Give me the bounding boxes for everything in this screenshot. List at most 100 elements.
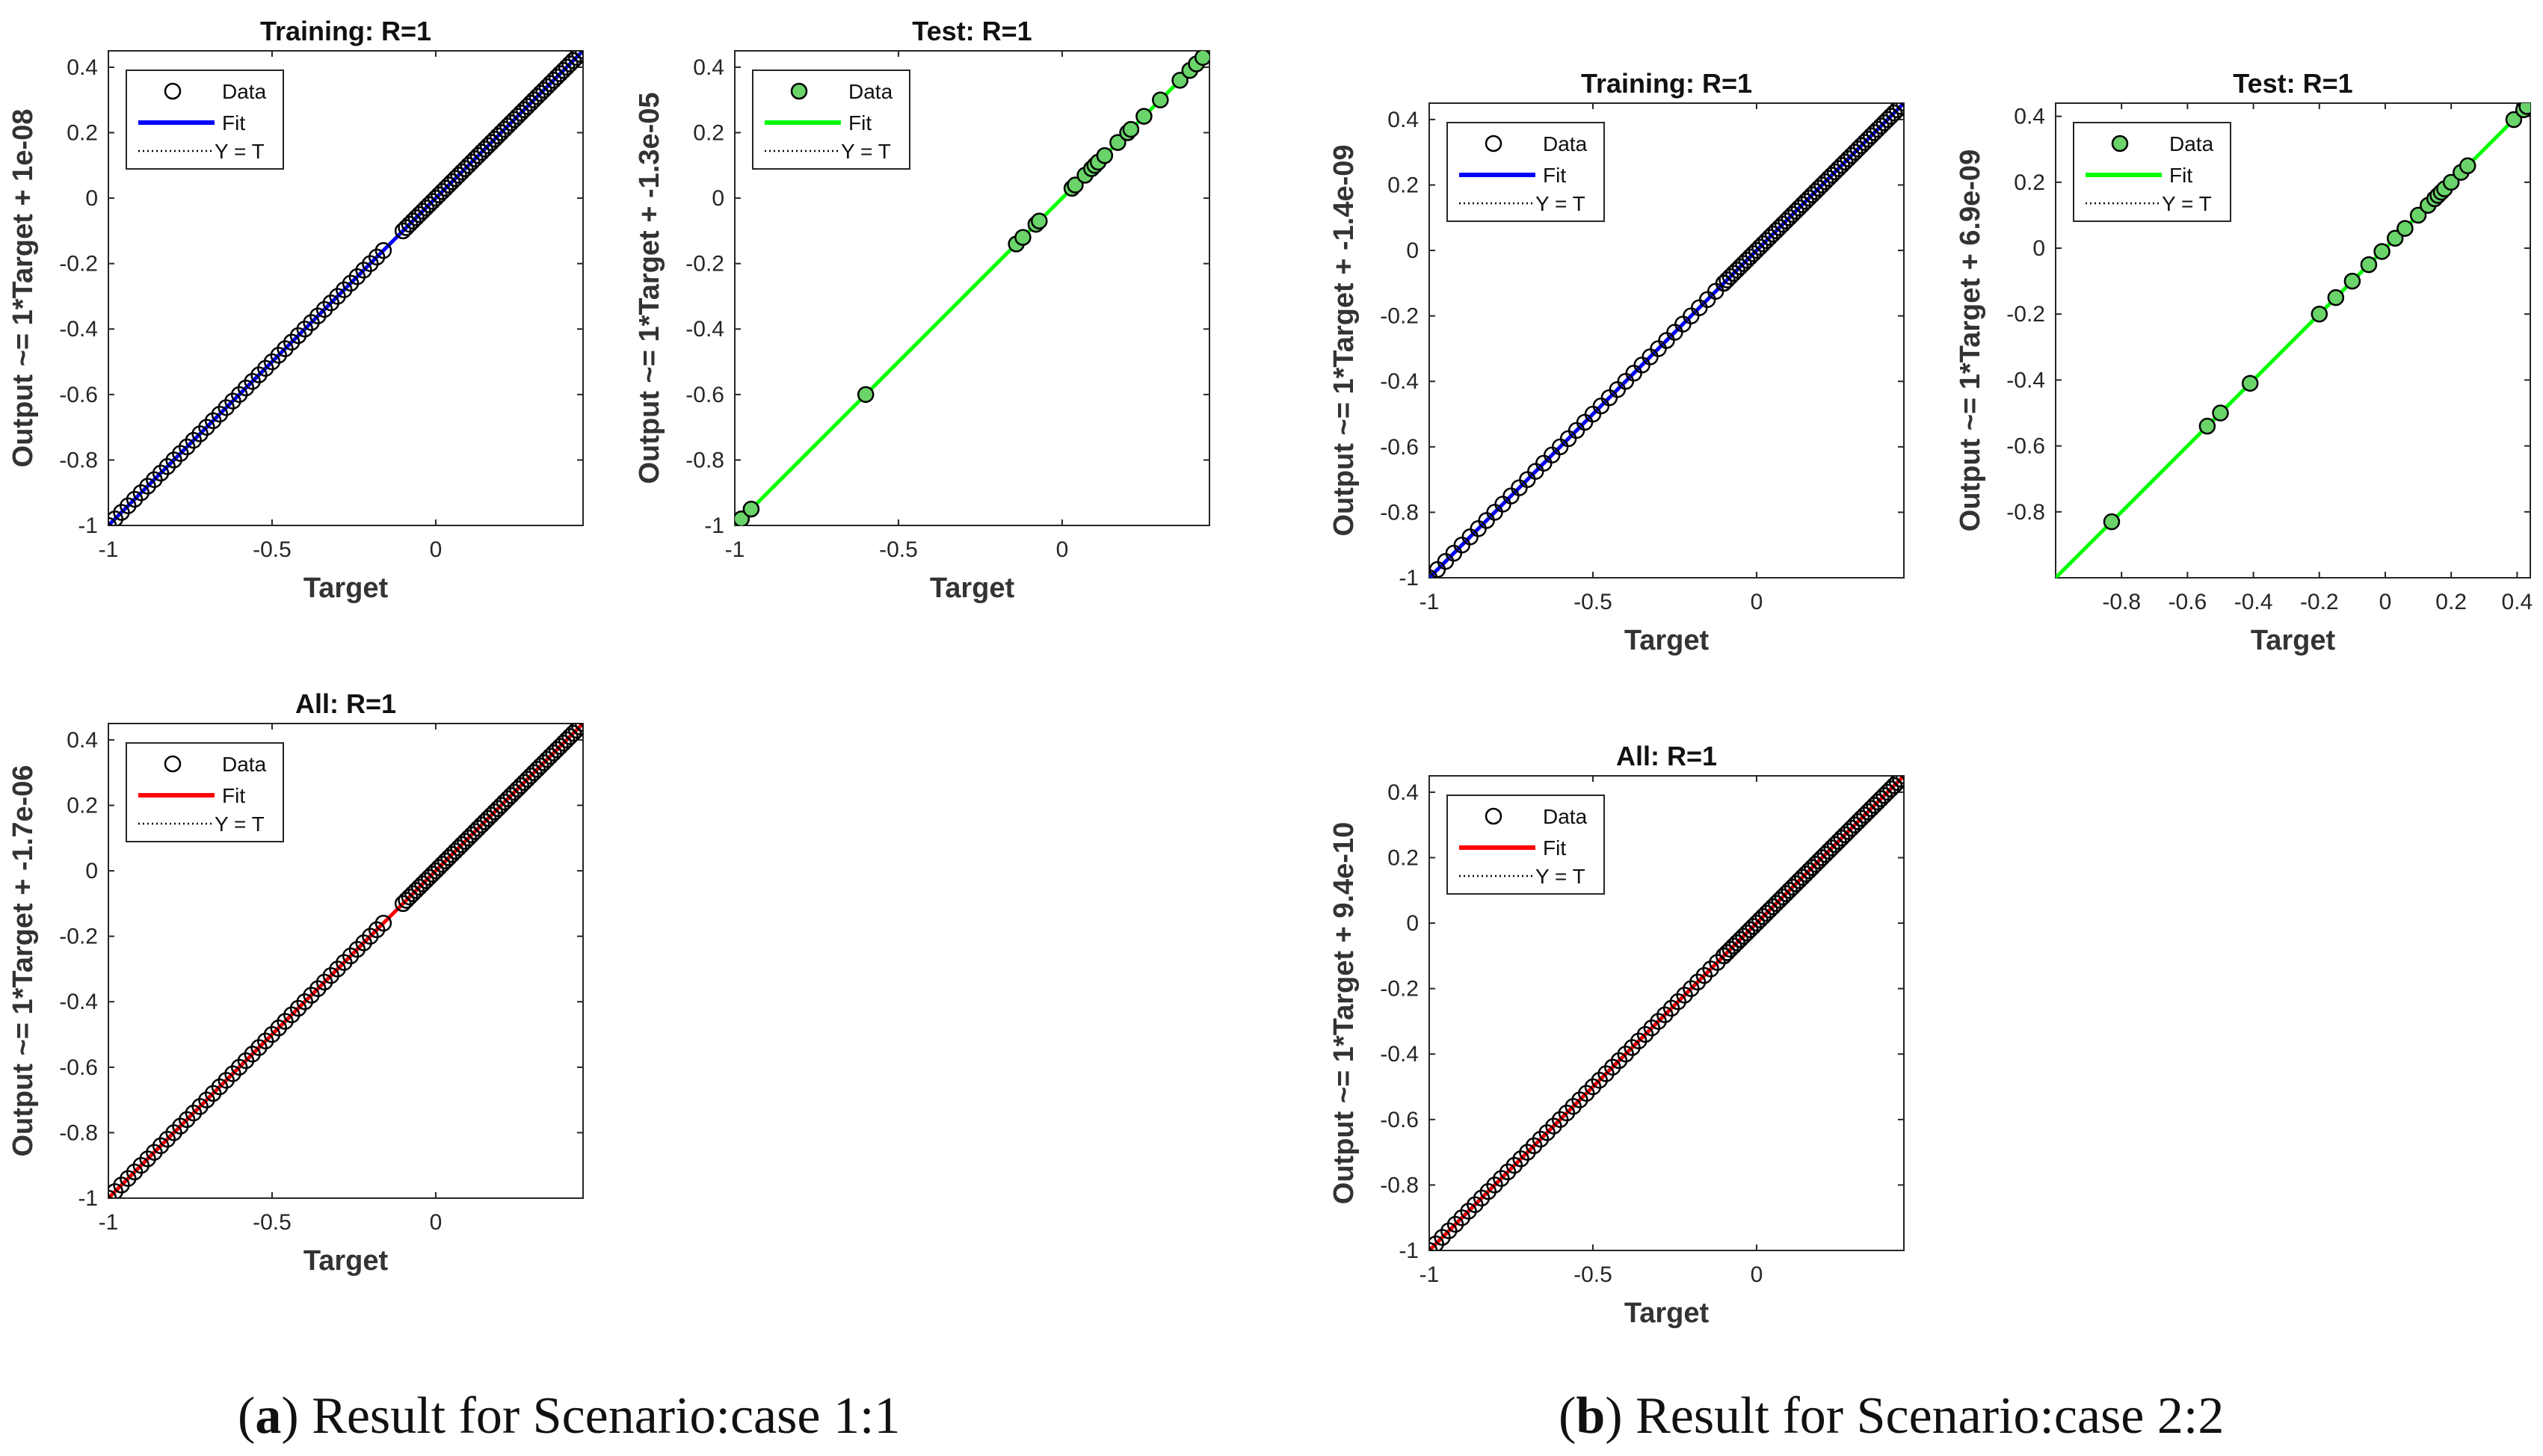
y-axis-label: Output ~= 1*Target + 9.4e-10 [1328, 822, 1360, 1204]
plot-area [1429, 103, 1904, 578]
y-tick-label: 0.4 [67, 728, 98, 753]
y-tick-label: -0.4 [59, 317, 98, 342]
data-point [1892, 103, 1904, 115]
y-tick-label: -0.8 [685, 448, 724, 472]
y-tick-label: -0.2 [59, 925, 98, 949]
legend: Data Fit Y = T [126, 70, 284, 170]
data-point [571, 51, 583, 63]
x-axis-label: Target [303, 573, 389, 604]
plot-area [2056, 103, 2530, 578]
chart-b-training: -1 -0.5 0 -1 -0.8 -0.6 -0.4 -0.2 0 0.2 0.4 Training… [1328, 68, 1905, 656]
legend-fit-label: Fit [2169, 164, 2192, 187]
x-tick-label: -0.6 [2169, 590, 2207, 614]
legend: Data Fit Y = T [1446, 122, 1605, 222]
x-tick-label: 0 [1751, 1262, 1763, 1287]
data-point [374, 914, 392, 932]
chart-title: Test: R=1 [912, 16, 1032, 46]
x-tick-label: -0.8 [2102, 590, 2141, 614]
y-tick-label: 0 [85, 186, 98, 211]
y-tick-label: -1 [704, 513, 724, 538]
x-tick-label: -1 [99, 1210, 119, 1235]
x-tick-label: 0.4 [2502, 590, 2533, 614]
x-tick-label: 0.2 [2435, 590, 2467, 614]
data-point [1135, 108, 1153, 125]
legend-data-label: Data [1543, 805, 1588, 828]
data-point [2327, 289, 2345, 306]
y-tick-label: -0.2 [685, 252, 724, 277]
x-tick-label: 0 [430, 537, 443, 562]
legend-fit-label: Fit [222, 784, 245, 807]
data-point [1014, 229, 1032, 246]
data-point [2198, 417, 2216, 435]
legend-box [2073, 122, 2231, 222]
y-tick-label: 0.2 [67, 120, 98, 145]
y-tick-label: 0.2 [693, 120, 724, 145]
y-tick-label: 0.4 [67, 55, 98, 80]
x-tick-label: 0 [430, 1210, 443, 1235]
x-axis-label: Target [2251, 625, 2336, 656]
x-tick-label: 0 [1751, 590, 1763, 614]
data-point [742, 500, 760, 518]
data-point [1096, 146, 1114, 164]
data-point [1888, 776, 1904, 792]
legend-identity-label: Y = T [215, 140, 265, 163]
legend-data-marker [790, 82, 808, 100]
y-tick-label: -0.6 [685, 383, 724, 407]
caption-b: (b) Result for Scenario:case 2:2 [1559, 1387, 2225, 1445]
data-point [1031, 212, 1048, 229]
legend-data-label: Data [222, 753, 267, 776]
y-tick-label: 0.4 [1387, 108, 1419, 132]
y-tick-label: -0.8 [59, 448, 98, 472]
legend-box [126, 742, 284, 842]
x-axis-label: Target [303, 1245, 389, 1277]
legend-data-label: Data [1543, 132, 1588, 155]
data-point [374, 241, 392, 259]
legend-data-marker [2111, 135, 2129, 152]
chart-title: All: R=1 [295, 688, 396, 719]
legend-data-label: Data [848, 80, 893, 103]
data-point [2505, 111, 2523, 129]
plot-area [1429, 776, 1904, 1250]
data-point [1194, 51, 1209, 67]
caption-b-label: b [1576, 1387, 1606, 1445]
x-tick-label: -0.5 [879, 537, 918, 562]
caption-a: (a) Result for Scenario:case 1:1 [238, 1387, 901, 1445]
x-axis-label: Target [1624, 625, 1710, 656]
chart-title: Test: R=1 [2233, 68, 2352, 99]
x-axis-label: Target [930, 573, 1015, 604]
plot-area [108, 724, 583, 1198]
legend-box [1446, 795, 1605, 895]
x-tick-label: -1 [1420, 1262, 1440, 1287]
y-tick-label: -0.8 [59, 1120, 98, 1145]
y-axis-label: Output ~= 1*Target + -1.7e-06 [7, 765, 39, 1156]
y-tick-label: 0.2 [2014, 170, 2045, 195]
y-tick-label: -0.8 [1380, 500, 1419, 525]
y-tick-label: 0 [85, 859, 98, 883]
y-tick-label: 0.4 [2014, 105, 2045, 129]
chart-b-test: -0.8 -0.6 -0.4 -0.2 0 0.2 0.4 -0.8 -0.6 -0.4 -0.2 0… [1955, 68, 2533, 656]
y-tick-label: -1 [78, 513, 98, 538]
data-point [2442, 173, 2460, 191]
y-tick-label: -0.6 [59, 383, 98, 407]
chart-title: All: R=1 [1616, 741, 1717, 771]
data-point [2343, 272, 2361, 290]
y-axis-label: Output ~= 1*Target + 1e-08 [7, 109, 39, 468]
x-tick-label: -0.5 [253, 537, 292, 562]
legend-fit-label: Fit [222, 111, 245, 135]
y-tick-label: -0.6 [1380, 435, 1419, 460]
legend-box [1446, 122, 1605, 222]
data-point [2360, 256, 2378, 274]
legend-data-marker [1485, 135, 1502, 152]
data-point [1171, 72, 1189, 89]
y-tick-label: -0.4 [1380, 369, 1419, 394]
y-tick-label: 0.4 [1387, 780, 1419, 805]
legend-data-marker [164, 755, 182, 773]
caption-a-text: Result for Scenario:case 1:1 [312, 1387, 901, 1445]
legend-data-marker [164, 82, 182, 100]
y-axis-label: Output ~= 1*Target + -1.4e-09 [1328, 144, 1360, 536]
y-tick-label: -0.4 [59, 990, 98, 1014]
y-tick-label: 0.2 [1387, 845, 1419, 870]
plot-area [108, 51, 583, 525]
data-point [2409, 206, 2427, 224]
